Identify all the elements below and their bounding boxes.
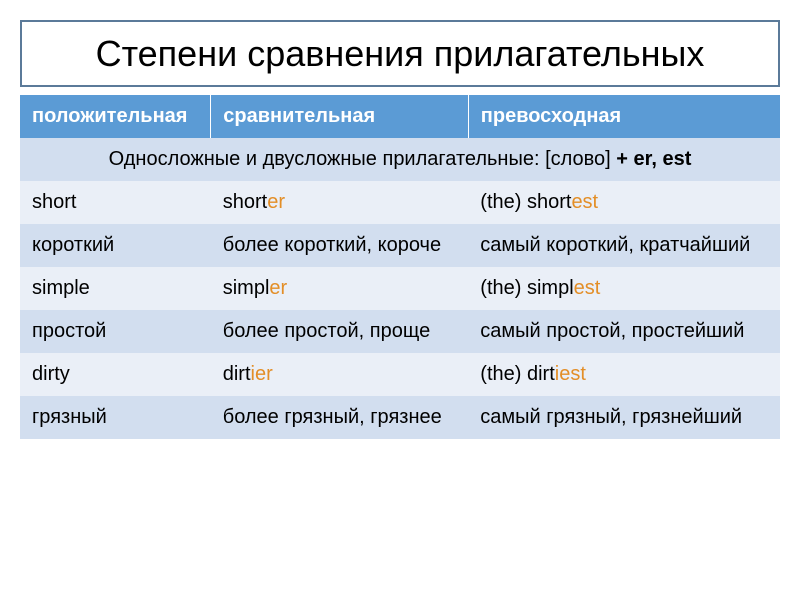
table-cell: более простой, проще <box>211 310 469 353</box>
rule-text-pre: Односложные и двусложные прилагательные:… <box>109 148 617 170</box>
table-cell: более короткий, короче <box>211 224 469 267</box>
cell-base: simple <box>32 277 90 299</box>
cell-base: short <box>32 191 76 213</box>
cell-base: короткий <box>32 234 114 256</box>
cell-base: грязный <box>32 406 107 428</box>
cell-suffix: est <box>559 363 586 385</box>
cell-suffix: est <box>571 191 598 213</box>
cell-base: самый короткий, кратчайший <box>480 234 750 256</box>
table-cell: shorter <box>211 181 469 224</box>
cell-base: самый грязный, грязнейший <box>480 406 742 428</box>
table-cell: самый короткий, кратчайший <box>468 224 780 267</box>
title-container: Степени сравнения прилагательных <box>20 20 780 87</box>
table-cell: короткий <box>20 224 211 267</box>
page-title: Степени сравнения прилагательных <box>42 32 758 75</box>
table-cell: простой <box>20 310 211 353</box>
cell-base: более грязный, грязнее <box>223 406 442 428</box>
cell-base: dirty <box>32 363 70 385</box>
rule-text-bold: + er, est <box>616 148 691 170</box>
cell-base: short <box>223 191 267 213</box>
rule-cell: Односложные и двусложные прилагательные:… <box>20 138 780 181</box>
table-cell: simpler <box>211 267 469 310</box>
table-row: simplesimpler(the) simplest <box>20 267 780 310</box>
table-cell: грязный <box>20 396 211 439</box>
col-comparative: сравнительная <box>211 95 469 138</box>
table-row: shortshorter(the) shortest <box>20 181 780 224</box>
table-cell: более грязный, грязнее <box>211 396 469 439</box>
col-superlative: превосходная <box>468 95 780 138</box>
table-row: dirty dirtier(the) dirtiest <box>20 353 780 396</box>
cell-suffix: est <box>574 277 601 299</box>
cell-suffix: er <box>269 277 287 299</box>
cell-base: более короткий, короче <box>223 234 441 256</box>
header-row: положительная сравнительная превосходная <box>20 95 780 138</box>
cell-base: simpl <box>223 277 270 299</box>
cell-suffix: er <box>267 191 285 213</box>
table-cell: самый грязный, грязнейший <box>468 396 780 439</box>
table-cell: (the) dirtiest <box>468 353 780 396</box>
cell-base: dirt <box>223 363 251 385</box>
comparison-table: положительная сравнительная превосходная… <box>20 95 780 439</box>
table-cell: (the) shortest <box>468 181 780 224</box>
table-row: простой более простой, проще самый простой… <box>20 310 780 353</box>
cell-base: более простой, проще <box>223 320 430 342</box>
table-cell: dirty <box>20 353 211 396</box>
cell-base: самый простой, простейший <box>480 320 744 342</box>
cell-suffix: er <box>255 363 273 385</box>
col-positive: положительная <box>20 95 211 138</box>
table-body: Односложные и двусложные прилагательные:… <box>20 138 780 439</box>
table-cell: short <box>20 181 211 224</box>
table-cell: (the) simplest <box>468 267 780 310</box>
cell-base: простой <box>32 320 106 342</box>
table-cell: simple <box>20 267 211 310</box>
table-cell: самый простой, простейший <box>468 310 780 353</box>
table-row: грязный более грязный, грязнее самый грязн… <box>20 396 780 439</box>
cell-base: (the) short <box>480 191 571 213</box>
cell-base: (the) simpl <box>480 277 573 299</box>
rule-row: Односложные и двусложные прилагательные:… <box>20 138 780 181</box>
table-row: короткий более короткий, короче самый коро… <box>20 224 780 267</box>
cell-base: (the) dirt <box>480 363 554 385</box>
table-cell: dirtier <box>211 353 469 396</box>
